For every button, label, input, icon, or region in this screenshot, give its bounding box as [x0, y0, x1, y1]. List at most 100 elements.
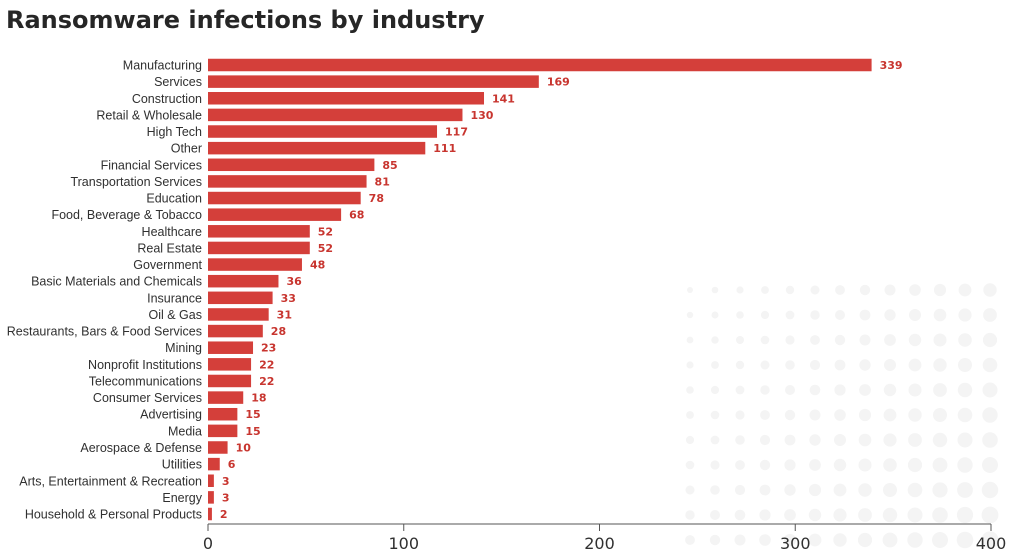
background-dot [833, 458, 847, 472]
background-dot [983, 308, 997, 322]
background-dot [759, 534, 771, 546]
background-dot [808, 533, 822, 547]
bar [208, 125, 438, 138]
value-label: 111 [433, 142, 456, 155]
background-dot [907, 457, 923, 473]
background-dot [784, 509, 796, 521]
category-label: Financial Services [101, 158, 202, 172]
bars [208, 58, 872, 521]
background-dot [908, 383, 922, 397]
background-dot [858, 483, 872, 497]
background-dot [809, 359, 821, 371]
value-label: 48 [310, 259, 325, 272]
background-dot [735, 410, 745, 420]
background-dot [859, 359, 871, 371]
background-dot [686, 311, 694, 319]
background-dot [711, 286, 719, 294]
bar [208, 407, 238, 421]
background-dot [859, 384, 871, 396]
background-dot [957, 457, 973, 473]
background-dot [834, 384, 846, 396]
bar [208, 75, 539, 88]
bar [208, 358, 252, 371]
background-dot [932, 457, 948, 473]
background-dot [809, 434, 821, 446]
value-label: 10 [236, 441, 252, 454]
background-dot [958, 283, 972, 297]
background-dot-pattern [685, 283, 999, 549]
background-dot [808, 483, 822, 497]
background-dot [784, 434, 796, 446]
background-dot [858, 458, 872, 472]
category-label: Telecommunications [89, 374, 202, 388]
background-dot [883, 483, 897, 497]
background-dot [833, 533, 847, 547]
bar [208, 291, 273, 305]
background-dot [759, 434, 771, 446]
value-labels: 3391691411301171118581786852524836333128… [220, 59, 903, 521]
background-dot [834, 334, 846, 346]
value-label: 31 [277, 308, 292, 321]
background-dot [957, 482, 973, 498]
background-dot [883, 458, 897, 472]
background-dot [685, 485, 695, 495]
background-dot [883, 433, 897, 447]
bar [208, 507, 212, 521]
background-dot [810, 310, 820, 320]
background-dot [982, 432, 998, 448]
background-dot [907, 532, 923, 548]
background-dot [933, 333, 947, 347]
value-label: 28 [271, 325, 286, 338]
value-label: 78 [369, 192, 384, 205]
background-dot [932, 532, 948, 548]
bar [208, 491, 214, 504]
category-label: Education [146, 192, 202, 206]
background-dot [983, 283, 997, 297]
background-dot [710, 510, 720, 520]
background-dot [981, 506, 999, 524]
background-dot [908, 358, 922, 372]
background-dot [760, 335, 770, 345]
background-dot [687, 287, 693, 293]
bar [208, 391, 244, 404]
background-dot [956, 531, 974, 549]
x-tick-label: 300 [780, 534, 811, 553]
background-dot [710, 485, 720, 495]
value-label: 3 [222, 491, 230, 504]
bar [208, 58, 872, 72]
category-label: Basic Materials and Chemicals [31, 275, 202, 289]
value-label: 3 [222, 475, 230, 488]
chart-title: Ransomware infections by industry [6, 6, 485, 34]
background-dot [834, 434, 846, 446]
value-label: 33 [281, 292, 296, 305]
bar [208, 457, 220, 471]
value-label: 169 [547, 76, 570, 89]
background-dot [982, 457, 998, 473]
background-dot [810, 335, 820, 345]
background-dot [760, 410, 770, 420]
background-dot [785, 285, 795, 295]
bar [208, 191, 361, 205]
background-dot [956, 506, 974, 524]
background-dot [908, 408, 922, 422]
category-label: Insurance [147, 291, 202, 305]
background-dot [709, 534, 721, 546]
value-label: 15 [245, 408, 260, 421]
value-label: 15 [245, 425, 260, 438]
background-dot [958, 333, 972, 347]
bar [208, 341, 254, 354]
category-label: Manufacturing [123, 59, 202, 73]
value-label: 141 [492, 92, 515, 105]
background-dot [957, 407, 973, 423]
background-dot [957, 382, 973, 398]
category-label: Real Estate [137, 241, 202, 255]
background-dot [735, 385, 745, 395]
category-label: Services [154, 75, 202, 89]
value-label: 2 [220, 508, 228, 521]
category-label: Transportation Services [70, 175, 202, 189]
value-label: 130 [470, 109, 493, 122]
background-dot [760, 385, 770, 395]
background-dot [859, 334, 871, 346]
background-dot [759, 509, 771, 521]
background-dot [710, 460, 720, 470]
